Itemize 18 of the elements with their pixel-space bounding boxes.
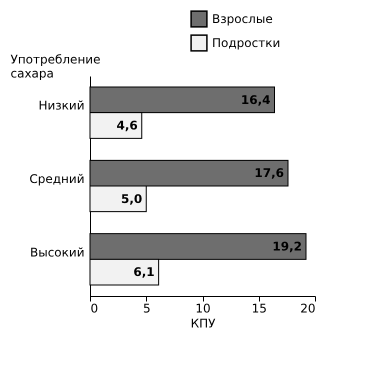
x-tick-label: 10 <box>195 302 211 316</box>
x-tick-label: 0 <box>90 302 98 316</box>
data-label: 17,6 <box>254 166 284 180</box>
x-axis-title: КПУ <box>190 316 216 330</box>
legend-label: Подростки <box>212 36 280 50</box>
data-label: 5,0 <box>120 192 142 206</box>
y-axis-title: Употребление сахара <box>10 52 100 80</box>
data-label: 19,2 <box>272 240 302 254</box>
legend-label: Взрослые <box>212 12 273 26</box>
x-tick-label: 5 <box>142 302 151 316</box>
y-tick-label: Средний <box>29 172 84 186</box>
data-label: 4,6 <box>116 118 138 132</box>
data-label: 16,4 <box>240 92 270 107</box>
y-tick-label: Высокий <box>30 245 84 260</box>
x-tick-label: 15 <box>252 302 267 316</box>
y-tick-label: Низкий <box>38 98 84 113</box>
data-label: 6,1 <box>133 265 155 280</box>
x-tick-label: 20 <box>300 302 316 316</box>
